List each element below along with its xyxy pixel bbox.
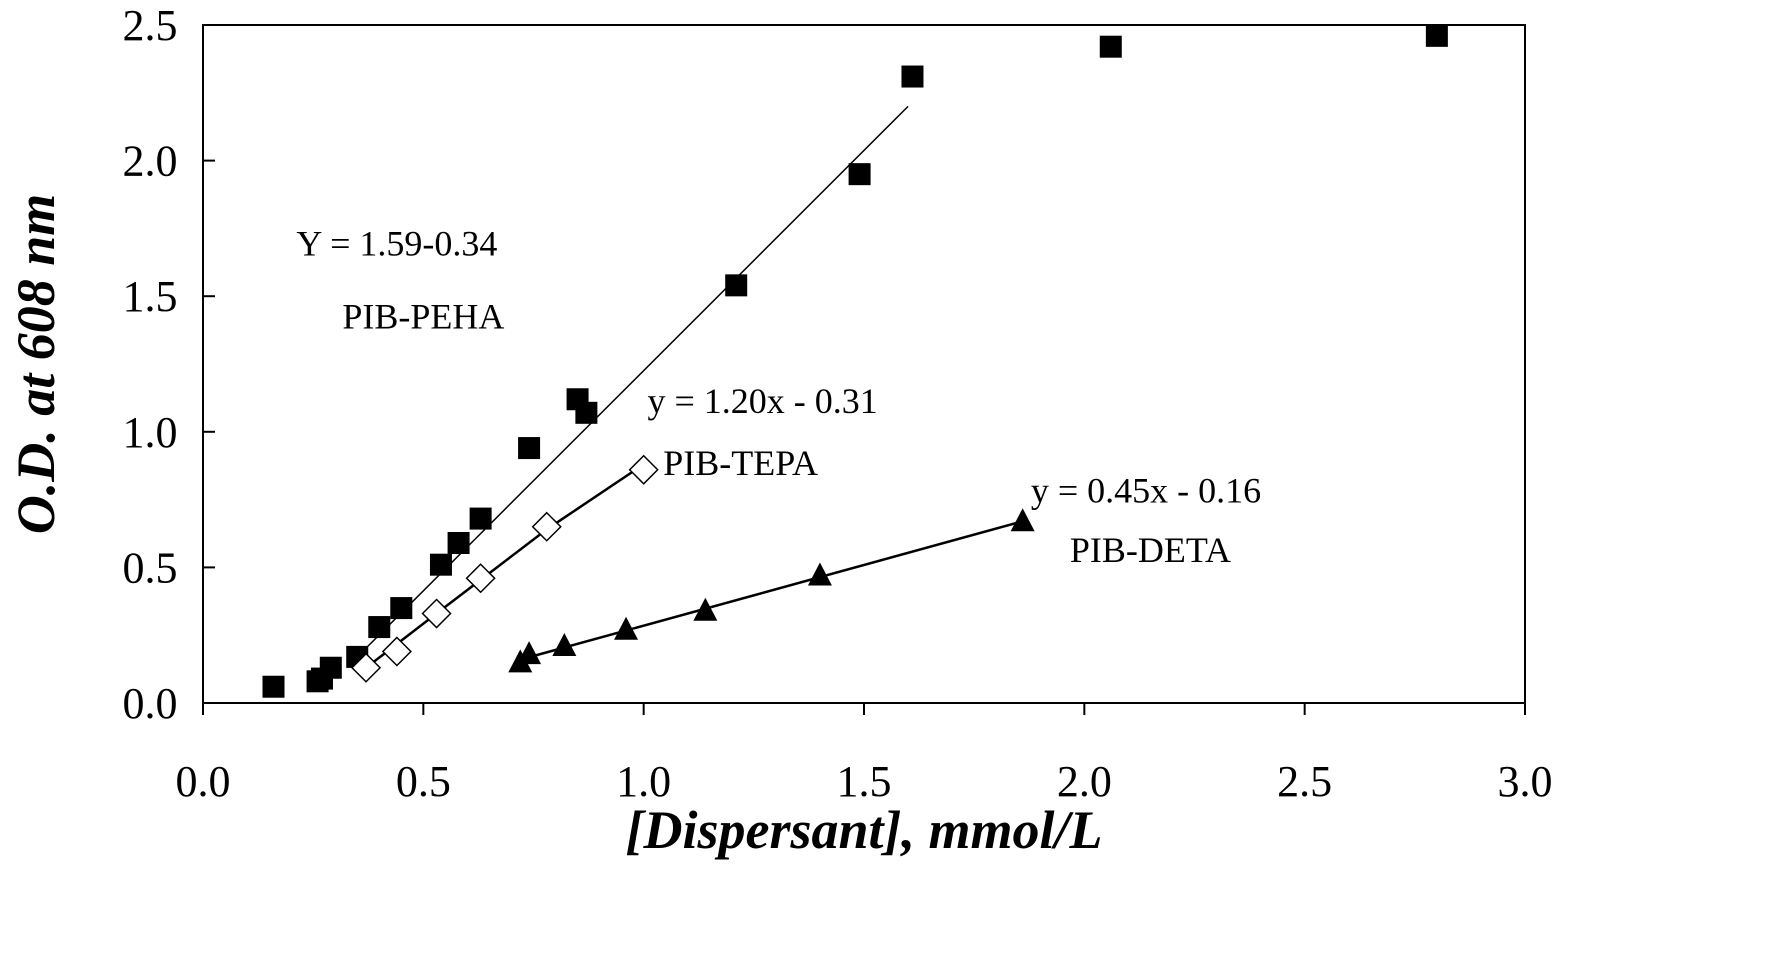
point-s0-5 bbox=[368, 616, 391, 639]
point-s2-3 bbox=[614, 616, 639, 640]
point-s2-6 bbox=[1010, 508, 1035, 532]
tick-labels: 0.0 0.5 1.0 1.5 2.0 2.5 3.0 0.0 0.5 1.0 1.5 2.0 2.5 bbox=[123, 1, 1553, 806]
x-tick-label-3: 1.5 bbox=[837, 757, 892, 806]
annotations: Y = 1.59-0.34 PIB-PEHA y = 1.20x - 0.31 PIB… bbox=[296, 224, 1261, 570]
point-s0-0 bbox=[262, 675, 285, 698]
annotation-1: PIB-PEHA bbox=[342, 297, 504, 337]
y-tick-label-3: 1.5 bbox=[123, 272, 178, 321]
point-s0-6 bbox=[390, 597, 413, 620]
point-s0-12 bbox=[575, 401, 598, 424]
x-tick-label-5: 2.5 bbox=[1277, 757, 1332, 806]
point-s1-5 bbox=[628, 454, 659, 485]
annotation-5: PIB-DETA bbox=[1070, 530, 1231, 570]
trendline-2 bbox=[519, 520, 1023, 661]
y-tick-label-4: 2.0 bbox=[123, 137, 178, 186]
x-tick-label-4: 2.0 bbox=[1057, 757, 1112, 806]
annotation-4: y = 0.45x - 0.16 bbox=[1031, 470, 1261, 510]
annotation-3: PIB-TEPA bbox=[663, 443, 818, 483]
point-s1-2 bbox=[421, 598, 452, 629]
point-s0-10 bbox=[518, 437, 541, 460]
x-tick-label-1: 0.5 bbox=[396, 757, 451, 806]
point-s0-16 bbox=[1099, 35, 1122, 58]
point-s2-2 bbox=[552, 633, 577, 657]
point-s0-13 bbox=[725, 274, 748, 297]
x-axis-title: [Dispersant], mmol/L bbox=[625, 800, 1102, 860]
point-s0-15 bbox=[901, 65, 924, 88]
x-tick-label-6: 3.0 bbox=[1498, 757, 1553, 806]
trendline-1 bbox=[365, 463, 645, 669]
y-tick-label-1: 0.5 bbox=[123, 543, 178, 592]
x-tick-label-0: 0.0 bbox=[176, 757, 231, 806]
point-s2-5 bbox=[807, 562, 832, 586]
y-tick-label-2: 1.0 bbox=[123, 408, 178, 457]
point-s0-3 bbox=[319, 656, 342, 679]
point-s2-1 bbox=[517, 641, 542, 665]
point-s2-4 bbox=[693, 597, 718, 621]
x-tick-label-2: 1.0 bbox=[616, 757, 671, 806]
point-s1-3 bbox=[465, 563, 496, 594]
data-markers bbox=[262, 24, 1448, 698]
point-s0-14 bbox=[848, 163, 871, 186]
y-tick-label-5: 2.5 bbox=[123, 1, 178, 50]
point-s1-4 bbox=[531, 511, 562, 542]
y-tick-label-0: 0.0 bbox=[123, 679, 178, 728]
point-s1-0 bbox=[350, 652, 382, 683]
point-s0-9 bbox=[469, 507, 492, 530]
point-s1-1 bbox=[381, 636, 412, 667]
point-s0-7 bbox=[429, 553, 452, 576]
annotation-2: y = 1.20x - 0.31 bbox=[647, 381, 877, 421]
point-s0-17 bbox=[1425, 24, 1448, 47]
point-s0-8 bbox=[447, 531, 470, 554]
axis-ticks bbox=[202, 24, 1526, 715]
y-axis-title: O.D. at 608 nm bbox=[6, 194, 66, 535]
annotation-0: Y = 1.59-0.34 bbox=[296, 224, 497, 264]
